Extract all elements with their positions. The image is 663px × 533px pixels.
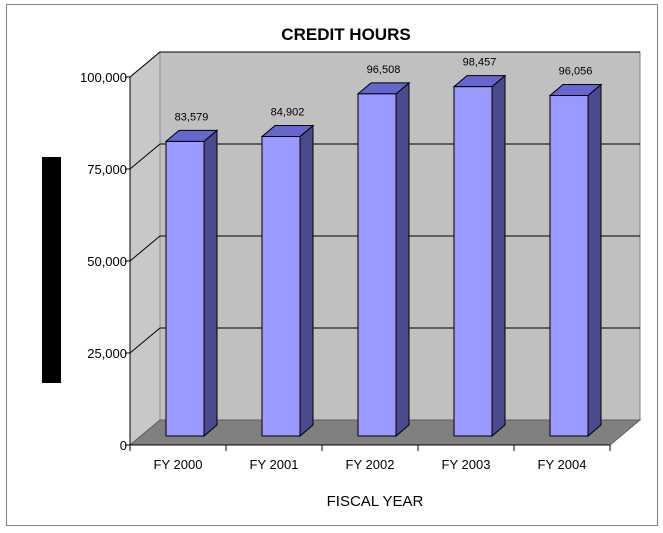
bar-front-2 bbox=[357, 93, 397, 437]
x-tick-label-3: FY 2003 bbox=[442, 457, 491, 472]
bar-front-0 bbox=[165, 140, 205, 437]
data-label-2: 96,508 bbox=[367, 64, 401, 76]
data-label-4: 96,056 bbox=[559, 66, 593, 78]
bar-2 bbox=[356, 81, 411, 438]
y-tick-label-0: 0 bbox=[120, 438, 127, 453]
bar-3 bbox=[452, 74, 507, 438]
x-tick-label-1: FY 2001 bbox=[250, 457, 299, 472]
bar-side-1 bbox=[299, 124, 314, 438]
bars bbox=[164, 74, 603, 438]
x-tick-label-4: FY 2004 bbox=[538, 457, 587, 472]
gridline-4 bbox=[129, 51, 640, 78]
bar-side-0 bbox=[203, 129, 218, 438]
bar-0 bbox=[164, 129, 219, 438]
x-tick-label-0: FY 2000 bbox=[154, 457, 203, 472]
y-axis-label-block bbox=[42, 157, 61, 383]
bar-front-3 bbox=[453, 86, 493, 437]
bar-side-2 bbox=[395, 81, 410, 438]
y-tick-label-2: 50,000 bbox=[87, 254, 127, 269]
data-label-1: 84,902 bbox=[271, 107, 305, 119]
axes: 0 25,000 50,000 75,000 100,000 FY 2000 FY 2001… bbox=[80, 70, 611, 472]
x-tick-label-2: FY 2002 bbox=[346, 457, 395, 472]
bar-side-3 bbox=[491, 74, 506, 438]
y-tick-label-4: 100,000 bbox=[80, 70, 127, 85]
x-axis-title: FISCAL YEAR bbox=[327, 493, 424, 510]
y-tick-label-1: 25,000 bbox=[87, 346, 127, 361]
y-tick-label-3: 75,000 bbox=[87, 162, 127, 177]
bar-front-4 bbox=[549, 95, 589, 437]
labels: 83,579 84,902 96,508 98,457 96,056 bbox=[175, 57, 593, 124]
bar-1 bbox=[260, 124, 315, 438]
bar-front-1 bbox=[261, 136, 301, 437]
bar-side-4 bbox=[587, 83, 602, 438]
data-label-3: 98,457 bbox=[463, 57, 497, 69]
bar-4 bbox=[548, 83, 603, 438]
chart-title: CREDIT HOURS bbox=[281, 25, 410, 44]
data-label-0: 83,579 bbox=[175, 111, 209, 123]
